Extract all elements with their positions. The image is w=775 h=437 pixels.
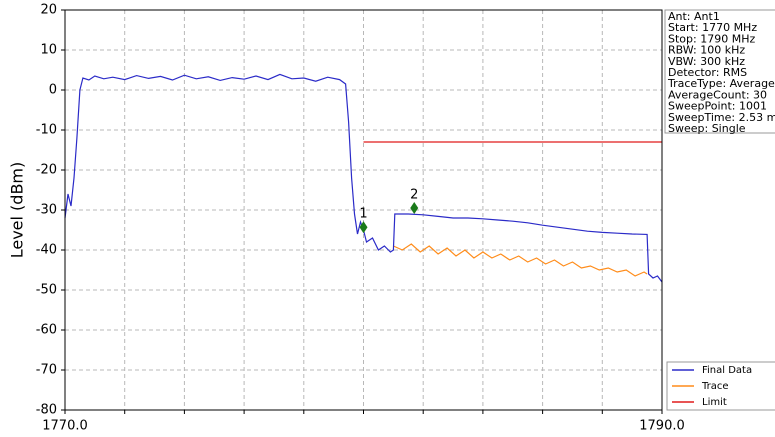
y-tick-label: -30: [36, 203, 57, 218]
legend-label: Limit: [702, 397, 727, 408]
legend-label: Trace: [701, 381, 729, 392]
y-tick-label: 10: [40, 43, 57, 58]
info-line: Start: 1770 MHz: [668, 21, 757, 34]
plot-frame: [64, 9, 663, 411]
y-tick-label: 20: [40, 3, 57, 18]
info-line: SweepTime: 2.53 m: [668, 111, 775, 124]
y-tick-label: -20: [36, 163, 57, 178]
info-line: Ant: Ant1: [668, 10, 720, 23]
y-tick-label: -10: [36, 123, 57, 138]
y-tick-label: -60: [36, 323, 57, 338]
info-box: [664, 9, 775, 134]
y-tick-label: -70: [36, 363, 57, 378]
y-tick-label: -40: [36, 243, 57, 258]
info-line: TraceType: Average: [667, 77, 775, 90]
y-tick-label: 0: [49, 83, 57, 98]
y-tick-label: -80: [36, 403, 57, 418]
legend-label: Final Data: [702, 365, 752, 376]
marker-label: 2: [410, 188, 418, 203]
marker-label: 1: [359, 207, 367, 222]
info-line: Detector: RMS: [668, 66, 747, 79]
marker: [359, 221, 368, 234]
info-line: SweepPoint: 1001: [668, 100, 767, 113]
y-tick-label: -50: [36, 283, 57, 298]
info-line: Stop: 1790 MHz: [668, 32, 755, 45]
x-tick-label: 1770.0: [42, 419, 88, 434]
y-axis-label: Level (dBm): [8, 162, 27, 259]
info-line: AverageCount: 30: [668, 88, 767, 101]
info-line: VBW: 300 kHz: [668, 55, 745, 68]
info-line: Sweep: Single: [668, 122, 746, 135]
series-line: [64, 73, 663, 283]
series-line: [393, 243, 648, 277]
marker: [410, 202, 419, 214]
info-line: RBW: 100 kHz: [668, 44, 745, 57]
x-tick-label: 1790.0: [639, 419, 685, 434]
